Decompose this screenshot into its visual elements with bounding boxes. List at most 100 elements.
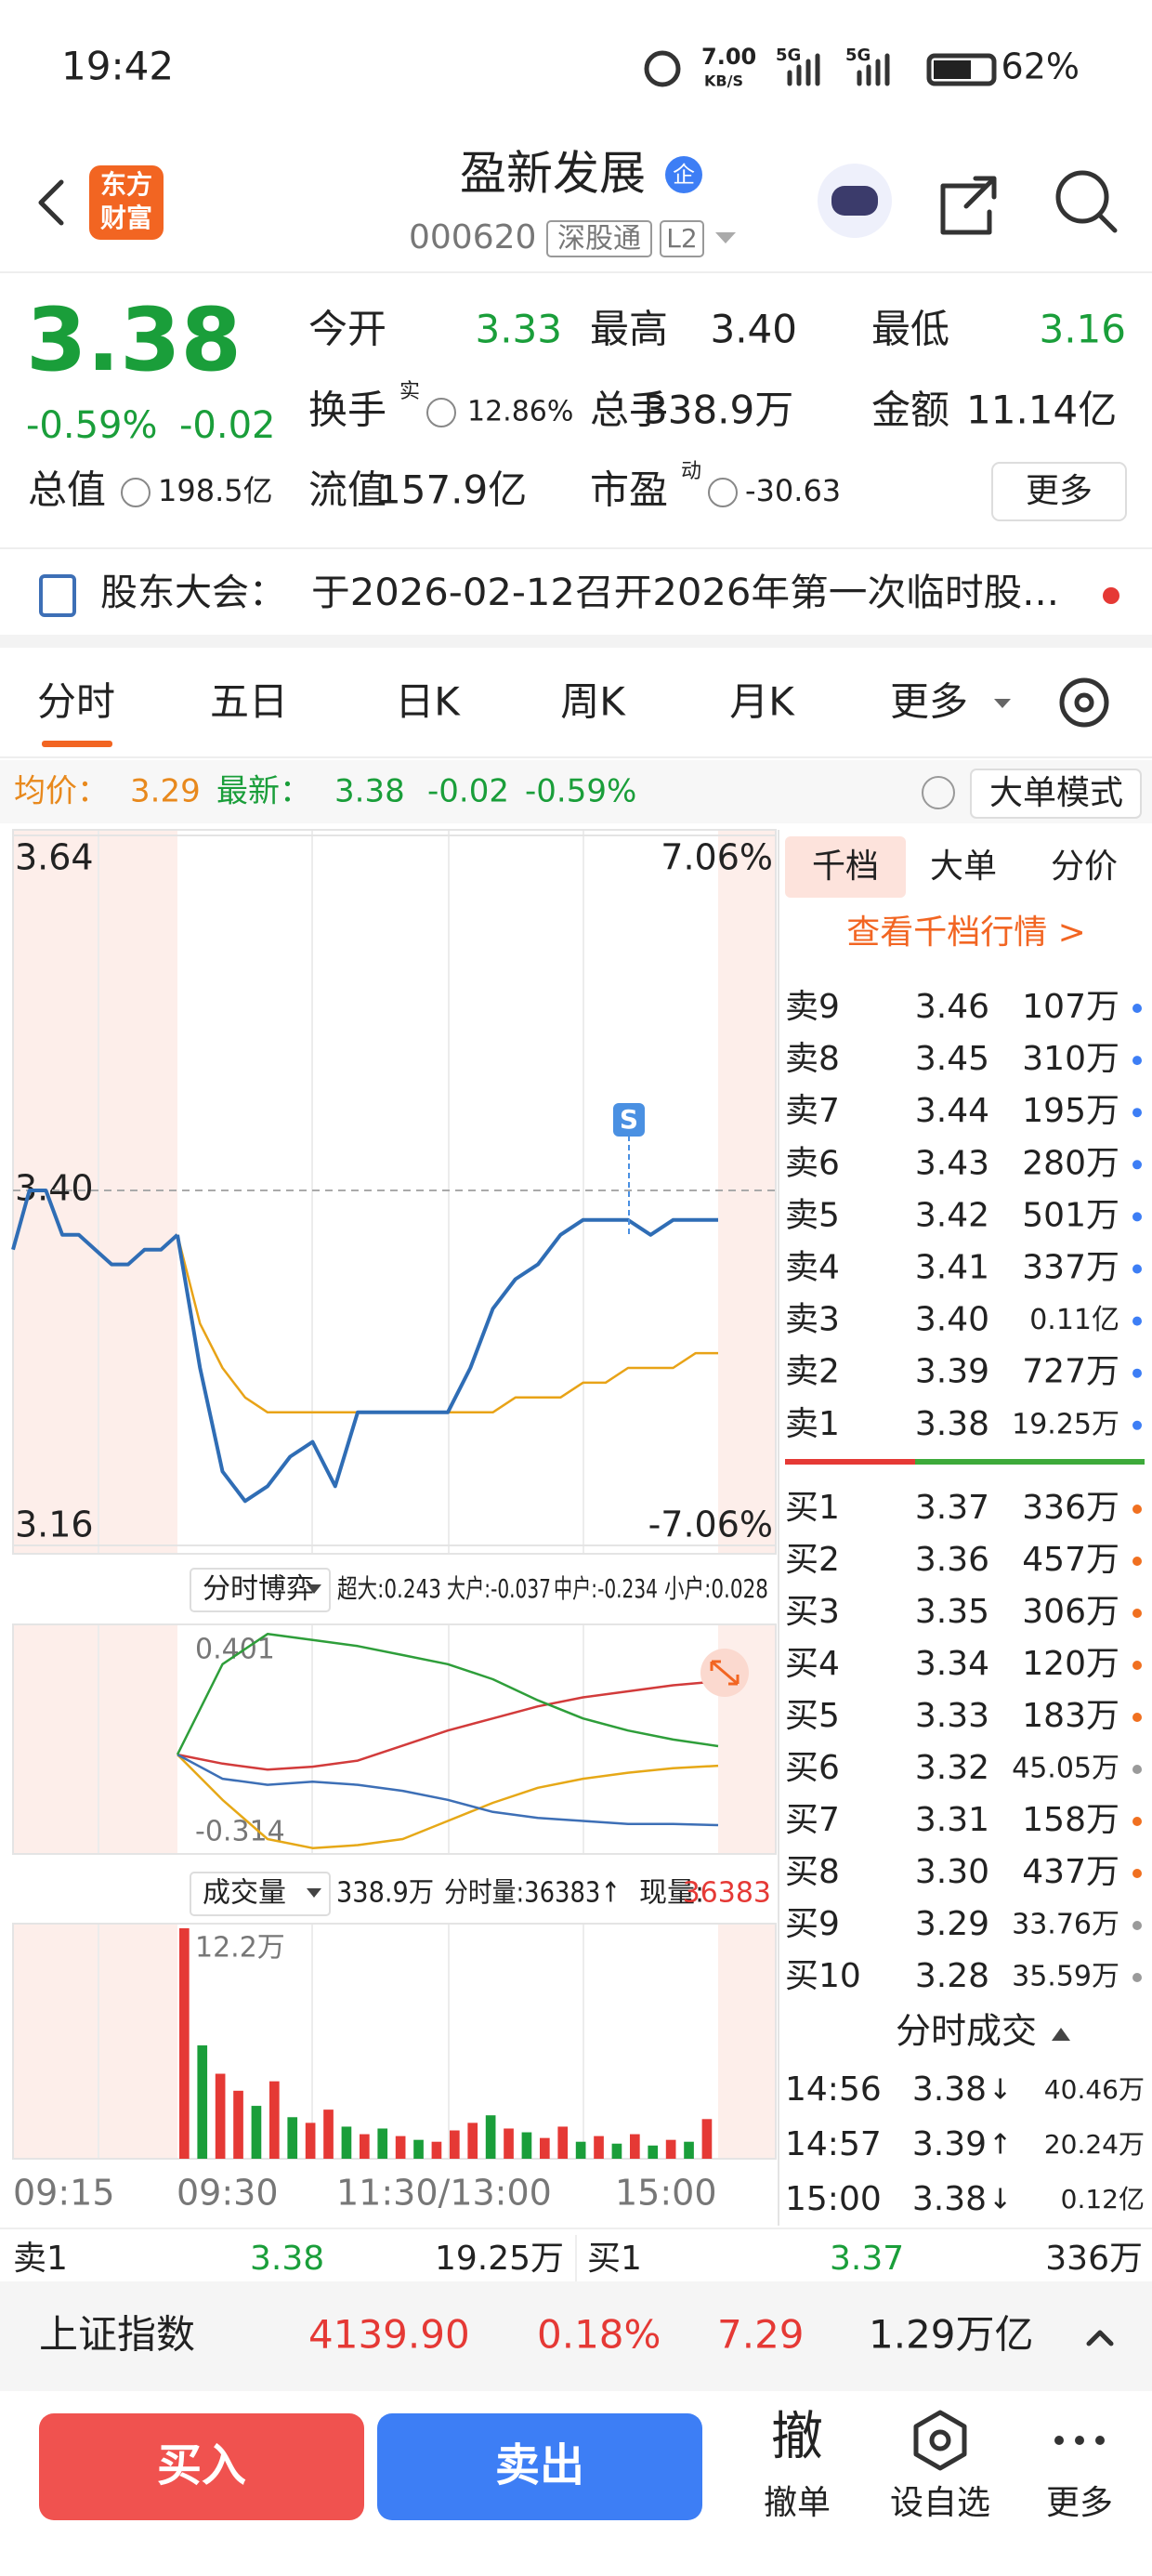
index-amount: 1.29万亿 — [869, 2312, 1034, 2358]
volume-title[interactable]: 成交量 — [203, 1877, 286, 1910]
field-label: 换手 — [308, 388, 386, 433]
volume-bar — [377, 2128, 388, 2159]
share-button[interactable] — [940, 176, 997, 235]
trade-time: 14:56 — [785, 2070, 882, 2109]
more-label[interactable]: 更多 — [1046, 2484, 1113, 2522]
watch-label[interactable]: 设自选 — [890, 2484, 990, 2522]
cancel-label[interactable]: 撤单 — [764, 2484, 831, 2522]
y-tick-label: 12.2万 — [195, 1932, 285, 1965]
level-dot — [1132, 1557, 1142, 1566]
settings-button[interactable] — [1059, 677, 1109, 728]
more-label[interactable]: 更多 — [1026, 472, 1093, 510]
volume-bar — [323, 2109, 334, 2159]
battery-level — [934, 60, 971, 79]
level-price: 3.30 — [915, 1853, 989, 1891]
mode-label[interactable]: 大单模式 — [989, 774, 1123, 812]
dropdown-icon[interactable] — [715, 232, 736, 243]
x-tick-label: 09:30 — [177, 2173, 279, 2214]
last-price: 3.38 — [26, 290, 242, 391]
x-tick-label: 09:15 — [13, 2173, 115, 2214]
back-button[interactable] — [38, 179, 64, 226]
level-dot — [1132, 1264, 1142, 1274]
info-icon[interactable] — [426, 398, 456, 427]
panel-tab[interactable]: 分价 — [1051, 848, 1118, 886]
level-volume: 310万 — [1022, 1040, 1119, 1078]
info-icon[interactable] — [708, 478, 738, 507]
buy-button[interactable] — [39, 2413, 364, 2520]
volume-bar — [540, 2137, 550, 2159]
panel-tab[interactable]: 大单 — [930, 848, 997, 886]
indicator-select[interactable] — [190, 1568, 331, 1612]
index-bar[interactable] — [0, 2281, 1152, 2391]
tab[interactable]: 周K — [560, 679, 626, 725]
level-volume: 457万 — [1022, 1541, 1119, 1579]
info-icon[interactable] — [121, 478, 151, 507]
notice-label: 股东大会： — [100, 572, 286, 614]
trades-title[interactable]: 分时成交 — [896, 2011, 1037, 2052]
level-dot — [1132, 1765, 1142, 1774]
indicator-select[interactable] — [190, 1872, 331, 1916]
index-value: 4139.90 — [308, 2312, 470, 2358]
search-button[interactable] — [1055, 170, 1109, 224]
tab[interactable]: 分时 — [37, 679, 115, 725]
tab[interactable]: 日K — [395, 679, 461, 725]
signal-badge[interactable] — [613, 1103, 645, 1137]
level-price: 3.29 — [915, 1905, 989, 1943]
field-tag: 实 — [399, 380, 420, 403]
flow-line — [177, 1753, 719, 1827]
more-button[interactable] — [991, 462, 1127, 521]
level-dot — [1132, 1505, 1142, 1514]
notice-text[interactable]: 于2026-02-12召开2026年第一次临时股... — [311, 572, 1059, 614]
level-volume: 35.59万 — [1012, 1961, 1119, 1993]
buy-label[interactable]: 买入 — [157, 2439, 246, 2491]
sell-button[interactable] — [377, 2413, 702, 2520]
chart-border — [12, 829, 777, 1555]
level-price: 3.31 — [915, 1801, 989, 1839]
volume-bar — [251, 2106, 262, 2159]
volume-bar — [215, 2073, 226, 2159]
legend-item: 超大:0.243 — [337, 1573, 441, 1604]
field-value: 3.16 — [1039, 307, 1126, 352]
sell-label[interactable]: 卖出 — [495, 2439, 584, 2491]
volume-bar — [665, 2139, 676, 2159]
depth-link[interactable]: 查看千档行情 > — [846, 913, 1086, 952]
tab[interactable]: 五日 — [210, 679, 288, 725]
level-label: 买3 — [785, 1593, 840, 1631]
panel-tab[interactable]: 千档 — [812, 848, 879, 886]
stock-code: 000620 — [409, 218, 536, 256]
more-dot — [1054, 2436, 1064, 2445]
trade-time: 14:57 — [785, 2125, 882, 2163]
index-change-pct: 0.18% — [537, 2312, 661, 2358]
level-volume: 727万 — [1022, 1353, 1119, 1391]
mode-button[interactable] — [970, 769, 1142, 819]
level-label: 卖8 — [785, 1040, 840, 1078]
volume-bar — [233, 2090, 243, 2159]
level-label: 买5 — [785, 1697, 840, 1735]
premarket-line — [11, 1189, 179, 1267]
last-label: 最新： — [216, 773, 311, 810]
indicator-title[interactable]: 分时博弈 — [203, 1573, 314, 1606]
level-dot — [1132, 1661, 1142, 1670]
ask-bid-bar — [785, 1459, 915, 1465]
badge — [665, 156, 702, 193]
level-label: 买8 — [785, 1853, 840, 1891]
help-icon[interactable] — [922, 776, 955, 809]
field-value: -30.63 — [745, 473, 841, 508]
trade-price: 3.38 — [912, 2070, 987, 2109]
tab[interactable]: 月K — [729, 679, 795, 725]
cancel-icon[interactable]: 撤 — [771, 2407, 823, 2467]
expand-icon[interactable] — [1086, 2330, 1114, 2346]
watch-icon[interactable] — [913, 2410, 967, 2471]
volume-bar — [395, 2136, 406, 2159]
trade-price: 3.38 — [912, 2180, 987, 2218]
level-label: 卖5 — [785, 1196, 840, 1234]
level-dot — [1132, 1609, 1142, 1618]
level-price: 3.38 — [915, 1405, 989, 1443]
tab[interactable]: 更多 — [890, 679, 968, 725]
charts: 3.643.403.167.06%-7.06%S0.401-0.314超大:0.… — [11, 835, 776, 2214]
level-label: 卖9 — [785, 988, 840, 1026]
legend-item: 中户:-0.234 — [554, 1573, 658, 1604]
